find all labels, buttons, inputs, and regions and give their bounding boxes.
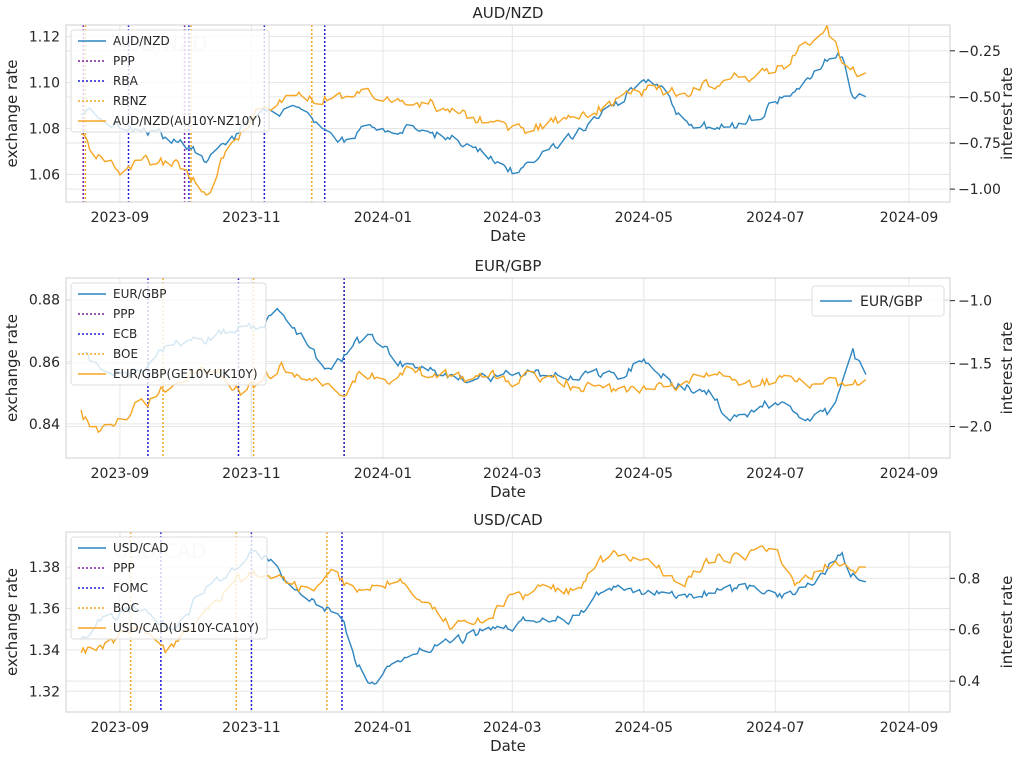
legend-box (70, 536, 268, 640)
y-right-axis-label: interest rate (998, 322, 1016, 415)
y-axis-label: exchange rate (3, 314, 21, 422)
legend-box (811, 285, 945, 317)
legend-entry: EUR/GBP (113, 287, 167, 301)
y-axis-label: exchange rate (3, 568, 21, 676)
legend-entry: PPP (113, 54, 135, 68)
x-tick-label: 2024-01 (354, 720, 413, 736)
x-axis-label: Date (490, 737, 526, 755)
y-right-tick-label: −1.5 (958, 357, 992, 373)
plot-frame (65, 277, 951, 459)
y-right-tick-label: 0.4 (958, 674, 980, 690)
y-tick-label: 0.88 (29, 293, 60, 309)
y-right-axis-label: interest rate (998, 576, 1016, 669)
x-tick-label: 2024-07 (746, 210, 805, 226)
legend-entry: USD/CAD(US10Y-CA10Y) (113, 621, 259, 635)
legend-entry: PPP (113, 561, 135, 575)
legend-entry: AUD/NZD(AU10Y-NZ10Y) (113, 114, 261, 128)
x-axis-label: Date (490, 483, 526, 501)
legend-entry: FOMC (113, 581, 148, 595)
legend: USD/CAD PPP FOMC BOC USD/CAD(US10Y-CA10Y) (70, 536, 268, 640)
x-tick-label: 2024-09 (880, 210, 939, 226)
y-tick-label: 1.10 (29, 75, 60, 91)
x-tick-label: 2023-09 (91, 466, 150, 482)
legend: AUD/NZD PPP RBA RBNZ AUD/NZD(AU10Y-NZ10Y) (70, 29, 270, 133)
plot-frame (65, 531, 951, 713)
x-tick-label: 2024-05 (615, 720, 674, 736)
chart-panel-1: EUR/GBP 2023-09 2023-11 2024-01 2024-03 2024-… (3, 257, 1016, 501)
legend-entry: AUD/NZD (113, 34, 170, 48)
y-right-tick-label: −1.00 (958, 182, 1001, 198)
chart-title: EUR/GBP (475, 257, 542, 275)
y-right-tick-label: −1.0 (958, 294, 992, 310)
legend: EUR/GBP PPP ECB BOE EUR/GBP(GE10Y-UK10Y) (70, 282, 267, 386)
y-tick-label: 1.06 (29, 167, 60, 183)
legend-box (70, 29, 270, 133)
x-tick-label: 2024-03 (483, 466, 542, 482)
legend-entry: RBNZ (113, 94, 147, 108)
y-tick-label: 1.38 (29, 560, 60, 576)
x-tick-label: 2023-09 (91, 720, 150, 736)
interest-rate-line (80, 25, 867, 196)
x-tick-label: 2024-07 (746, 720, 805, 736)
y-tick-label: 1.12 (29, 29, 60, 45)
y-right-axis-label: interest rate (998, 67, 1016, 160)
y-tick-label: 1.36 (29, 602, 60, 618)
y-tick-label: 1.32 (29, 684, 60, 700)
x-tick-label: 2024-09 (880, 720, 939, 736)
x-tick-label: 2024-03 (483, 720, 542, 736)
legend-entry: USD/CAD (113, 541, 169, 555)
y-tick-label: 1.34 (29, 643, 60, 659)
y-right-tick-label: −0.75 (958, 136, 1001, 152)
x-tick-label: 2023-11 (222, 466, 281, 482)
y-right-tick-label: −2.0 (958, 420, 992, 436)
plot-frame (65, 24, 951, 203)
x-tick-label: 2023-11 (222, 720, 281, 736)
legend-entry: EUR/GBP (860, 294, 922, 310)
x-tick-label: 2024-03 (483, 210, 542, 226)
x-tick-label: 2024-09 (880, 466, 939, 482)
legend-box (70, 282, 267, 386)
legend-entry: RBA (113, 74, 139, 88)
x-tick-label: 2024-07 (746, 466, 805, 482)
y-tick-label: 1.08 (29, 121, 60, 137)
y-right-tick-label: −0.25 (958, 44, 1001, 60)
chart-panel-2: USD/CAD USD/CAD 2023-09 2023-11 2024-01 2024-… (3, 511, 1016, 755)
x-axis-label: Date (490, 227, 526, 245)
legend-entry: BOC (113, 601, 139, 615)
chart-panel-0: AUD/NZD AUD/NZD 2023-09 2023-11 2024-01 2024-… (3, 4, 1016, 245)
x-tick-label: 2024-05 (615, 210, 674, 226)
y-right-tick-label: −0.50 (958, 90, 1001, 106)
x-tick-label: 2023-09 (91, 210, 150, 226)
exchange-rate-line (80, 51, 867, 175)
legend-entry: EUR/GBP(GE10Y-UK10Y) (113, 367, 258, 381)
chart-title: USD/CAD (473, 511, 542, 529)
x-tick-label: 2023-11 (222, 210, 281, 226)
y-axis-label: exchange rate (3, 59, 21, 167)
y-right-tick-label: 0.6 (958, 623, 980, 639)
y-tick-label: 0.86 (29, 355, 60, 371)
legend-entry: PPP (113, 307, 135, 321)
legend-entry: BOE (113, 347, 138, 361)
legend-secondary: EUR/GBP (811, 285, 945, 317)
legend-entry: ECB (113, 327, 137, 341)
chart-title: AUD/NZD (473, 4, 544, 22)
x-tick-label: 2024-01 (354, 466, 413, 482)
x-tick-label: 2024-05 (615, 466, 674, 482)
y-right-tick-label: 0.8 (958, 571, 980, 587)
x-tick-label: 2024-01 (354, 210, 413, 226)
y-tick-label: 0.84 (29, 417, 60, 433)
